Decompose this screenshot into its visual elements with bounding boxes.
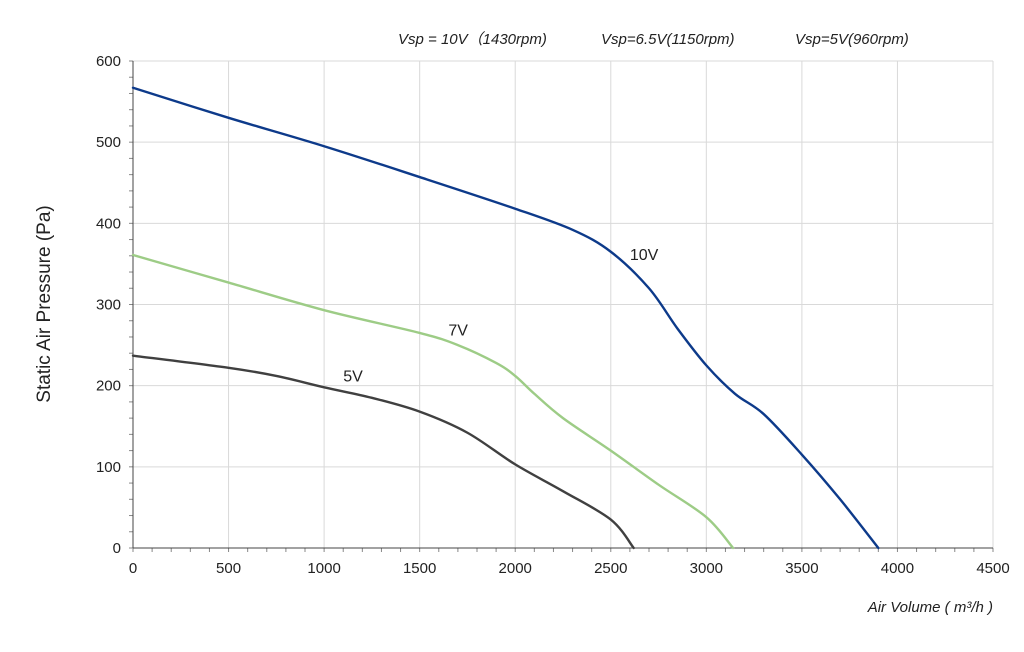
axes (132, 61, 993, 549)
x-tick-label: 4000 (881, 560, 914, 577)
x-axis-title: Air Volume ( m³/h ) (867, 599, 993, 616)
y-tick-label: 400 (96, 215, 121, 232)
x-tick-label: 0 (129, 560, 137, 577)
header-vsp-6-5v: Vsp=6.5V(1150rpm) (601, 31, 735, 48)
x-tick-label: 1500 (403, 560, 436, 577)
y-tick-labels: 0 100 200 300 400 500 600 (96, 53, 121, 557)
x-tick-label: 3500 (785, 560, 818, 577)
x-tick-label: 4500 (976, 560, 1009, 577)
y-tick-label: 600 (96, 53, 121, 70)
y-tick-label: 0 (113, 540, 121, 557)
y-tick-label: 200 (96, 378, 121, 395)
x-tick-label: 500 (216, 560, 241, 577)
y-tick-label: 100 (96, 459, 121, 476)
curve-label-7v: 7V (448, 322, 468, 339)
y-tick-label: 500 (96, 134, 121, 151)
y-axis-title: Static Air Pressure (Pa) (34, 205, 55, 402)
curve-annotations: 10V 7V 5V (343, 247, 658, 386)
series-line-7v (131, 253, 735, 550)
y-tick-label: 300 (96, 297, 121, 314)
minor-ticks (129, 60, 994, 552)
series-lines (131, 86, 880, 550)
x-tick-label: 2500 (594, 560, 627, 577)
header-vsp-10v: Vsp = 10V（1430rpm) (398, 31, 547, 48)
grid-lines (133, 60, 994, 548)
x-tick-labels: 0 500 1000 1500 2000 2500 3000 3500 4000 4500 (129, 560, 1010, 577)
series-line-10v (131, 86, 880, 550)
header-vsp-5v: Vsp=5V(960rpm) (795, 31, 909, 48)
x-tick-label: 3000 (690, 560, 723, 577)
x-tick-label: 2000 (499, 560, 532, 577)
x-tick-label: 1000 (307, 560, 340, 577)
curve-label-10v: 10V (630, 247, 659, 264)
series-line-5v (131, 354, 635, 550)
curve-label-5v: 5V (343, 369, 363, 386)
